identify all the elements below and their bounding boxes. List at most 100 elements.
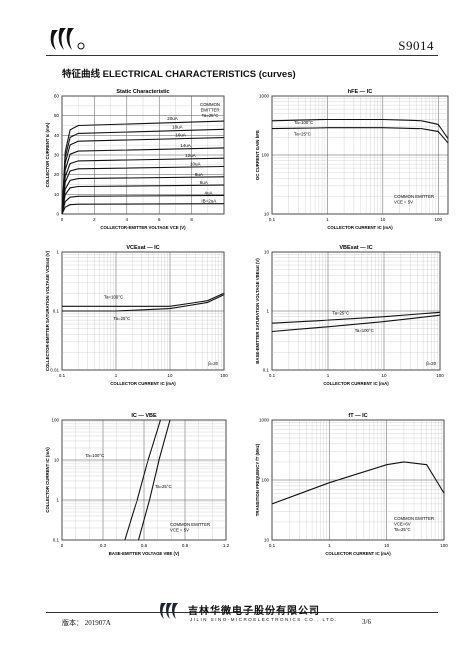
- x-tick-label: 0.3: [100, 543, 107, 548]
- chart-note: COMMON: [200, 102, 220, 107]
- y-tick-label: 10: [54, 192, 60, 197]
- series-label: Ta=100°C: [355, 328, 374, 333]
- x-tick-label: 2: [93, 217, 96, 222]
- chart-note: COMMON EMITTER: [394, 194, 434, 199]
- curve-label: 10uA: [190, 162, 201, 167]
- y-tick-label: 10: [54, 458, 60, 463]
- x-tick-label: 8: [190, 217, 193, 222]
- vbesat-curve: [271, 314, 441, 333]
- ib-curve: [61, 194, 225, 215]
- y-tick-label: 1: [56, 498, 59, 503]
- y-tick-label: 100: [51, 418, 59, 423]
- vcesat-curve: [61, 292, 225, 307]
- header-rule: [46, 55, 438, 56]
- curve-label: IB=2uA: [201, 199, 216, 204]
- series-label: Ta=100°C: [85, 453, 104, 458]
- y-axis-label: TRANSITION FREQUENCY fT (MHz): [255, 443, 260, 516]
- curve-label: 14uA: [180, 143, 191, 148]
- curve-label: 8uA: [195, 172, 203, 177]
- ib-curve: [61, 184, 225, 215]
- chart-title: VBEsat — IC: [339, 245, 372, 251]
- x-tick-label: 1: [328, 543, 331, 548]
- ic-vbe-curve: [124, 419, 161, 541]
- series-label: Ta=25°C: [155, 484, 172, 489]
- chart-hfe: hFE — IC COLLECTOR CURRENT IC (mA) DC CURR…: [244, 86, 454, 234]
- y-tick-label: 1000: [259, 418, 270, 423]
- y-tick-label: 50: [54, 113, 60, 118]
- y-tick-label: 0.01: [50, 368, 59, 373]
- y-tick-label: 100: [261, 478, 269, 483]
- company-logo: [50, 28, 85, 50]
- x-tick-label: 1.2: [223, 543, 230, 548]
- curve-label: 16uA: [175, 133, 186, 138]
- y-axis-label: COLLECTOR CURRENT Ic (mA): [45, 122, 50, 187]
- ft-curve: [271, 461, 445, 505]
- y-axis-label: COLLECTOR-EMITTER SATURATION VOLTAGE VCE…: [45, 250, 50, 371]
- ib-curve: [61, 165, 225, 215]
- y-tick-label: 100: [261, 153, 269, 158]
- x-tick-label: 0.1: [269, 217, 276, 222]
- x-tick-label: 10: [384, 543, 390, 548]
- hfe-curve: [271, 127, 449, 144]
- x-tick-label: 1: [115, 373, 118, 378]
- series-label: Ta=25°C: [294, 132, 311, 137]
- x-tick-label: 0.1: [59, 373, 66, 378]
- curve-label: 12uA: [185, 153, 196, 158]
- y-tick-label: 10: [264, 538, 270, 543]
- x-tick-label: 6: [158, 217, 161, 222]
- y-axis-label: DC CURRENT GAIN hFE: [255, 130, 260, 180]
- y-tick-label: 1: [266, 309, 269, 314]
- y-tick-label: 30: [54, 153, 60, 158]
- chart-note: COMMON EMITTER: [394, 516, 434, 521]
- y-axis-label: COLLECTOR CURRENT IC (mA): [45, 447, 50, 513]
- x-axis-label: COLLECTOR CURRENT IC (mA): [327, 225, 393, 230]
- x-axis-label: COLLECTOR CURRENT IC (mA): [323, 381, 389, 386]
- x-tick-label: 10: [381, 373, 387, 378]
- x-axis-label: COLLECTOR CURRENT IC (mA): [325, 551, 391, 556]
- x-tick-label: 100: [440, 543, 448, 548]
- footer-page: 3/6: [362, 618, 371, 626]
- x-tick-label: 4: [126, 217, 129, 222]
- chart-ic-vbe: IC — VBE BASE-EMITTER VOLTAGE VBE (V) COLL…: [40, 406, 240, 560]
- x-tick-label: 0.1: [269, 543, 276, 548]
- y-tick-label: 1: [56, 250, 59, 255]
- x-tick-label: 100: [436, 373, 444, 378]
- x-tick-label: 100: [220, 373, 228, 378]
- curve-label: 18uA: [172, 124, 183, 129]
- chart-title: IC — VBE: [131, 413, 157, 419]
- chart-title: Static Characteristic: [116, 89, 169, 95]
- chart-static-characteristic: Static Characteristic COLLECTOR-EMITTER V…: [40, 86, 240, 234]
- footer-rule: [46, 612, 438, 613]
- ic-vbe-curve: [137, 419, 171, 541]
- chart-vcesat: VCEsat — IC COLLECTOR CURRENT IC (mA) COLL…: [40, 240, 240, 390]
- ib-curve: [61, 176, 225, 215]
- x-tick-label: 1: [326, 217, 329, 222]
- curve-label: 4uA: [205, 190, 213, 195]
- chart-vbesat: VBEsat — IC COLLECTOR CURRENT IC (mA) BASE…: [244, 240, 454, 390]
- chart-note: Ta=25°C: [202, 113, 219, 118]
- chart-title: hFE — IC: [348, 89, 372, 95]
- chart-note: VCE = 5V: [394, 200, 413, 205]
- vcesat-curve: [62, 294, 225, 312]
- series-label: Ta=25°C: [114, 316, 131, 321]
- x-axis-label: BASE-EMITTER VOLTAGE VBE (V): [109, 551, 180, 556]
- x-tick-label: 10: [167, 373, 173, 378]
- vbesat-curve: [271, 311, 441, 324]
- chart-title: VCEsat — IC: [126, 245, 159, 251]
- x-tick-label: 0: [61, 217, 64, 222]
- y-tick-label: 1000: [259, 94, 270, 99]
- x-tick-label: 100: [434, 217, 442, 222]
- x-tick-label: 0.6: [141, 543, 148, 548]
- chart-title: fT — IC: [348, 413, 367, 419]
- footer-version: 版本： 201907A: [62, 619, 111, 627]
- chart-ft: fT — IC COLLECTOR CURRENT IC (mA) TRANSITI…: [244, 406, 454, 560]
- y-tick-label: 0.1: [263, 368, 270, 373]
- y-tick-label: 0: [56, 212, 59, 217]
- chart-note: COMMON EMITTER: [170, 522, 210, 527]
- y-tick-label: 20: [54, 172, 60, 177]
- curve-label: 20uA: [167, 116, 178, 121]
- y-tick-label: 0.1: [53, 309, 60, 314]
- x-tick-label: 10: [380, 217, 386, 222]
- company-logo-small: [160, 603, 178, 619]
- hfe-curve: [271, 118, 449, 139]
